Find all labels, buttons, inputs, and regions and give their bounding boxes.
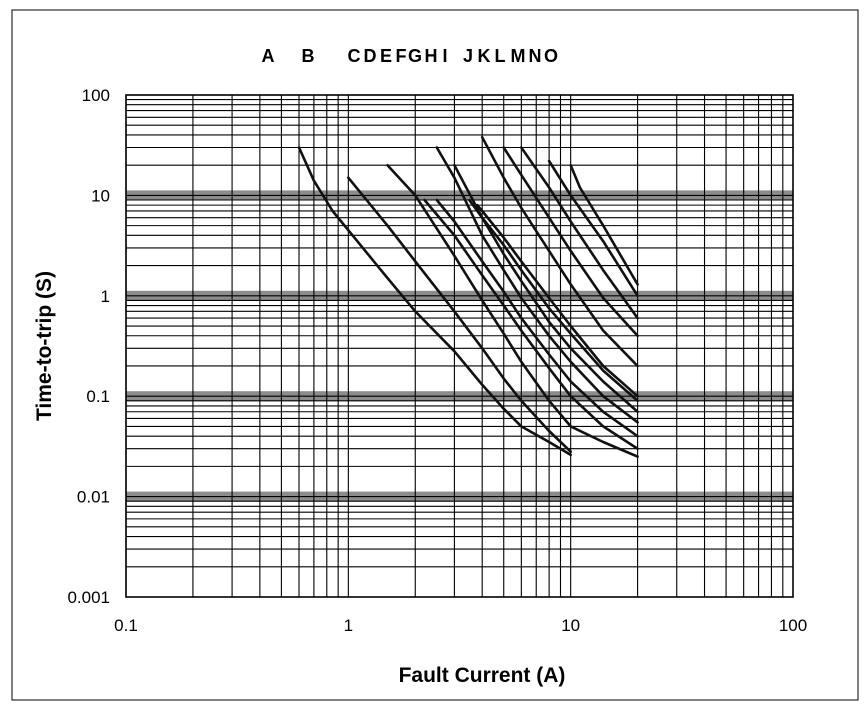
trip-curve-13 <box>547 159 639 298</box>
trip-curve-14 <box>569 163 639 286</box>
y-axis-title: Time-to-trip (S) <box>33 271 56 421</box>
curves-group <box>297 135 639 458</box>
x-tick-label: 1 <box>344 616 353 635</box>
curve-letter: L <box>495 46 506 66</box>
curve-letter: M <box>511 46 526 66</box>
curve-letter: K <box>478 46 491 66</box>
curve-letter: G <box>408 46 422 66</box>
y-tick-label: 0.001 <box>67 588 110 607</box>
x-tick-label: 10 <box>561 616 580 635</box>
x-tick-label: 100 <box>779 616 807 635</box>
y-tick-label: 10 <box>91 186 110 205</box>
y-tick-label: 0.01 <box>77 488 110 507</box>
curve-letter: E <box>380 46 392 66</box>
curve-letter: J <box>463 46 473 66</box>
y-tick-label: 1 <box>101 287 110 306</box>
curve-letter: H <box>425 46 438 66</box>
trip-curve-9 <box>475 203 639 398</box>
trip-curve-8 <box>467 198 639 403</box>
trip-curve-4 <box>423 198 639 451</box>
plot-area-frame <box>125 94 794 598</box>
trip-curve-3 <box>386 163 639 458</box>
curve-letter: F <box>396 46 407 66</box>
curve-letter: I <box>442 46 447 66</box>
y-tick-label: 100 <box>82 86 110 105</box>
trip-curve-6 <box>435 146 639 424</box>
trip-curve-2 <box>346 176 573 454</box>
trip-curve-1 <box>297 146 573 457</box>
curve-letter: B <box>302 46 315 66</box>
x-tick-labels: 0.1 1 10 100 <box>114 616 807 635</box>
x-axis-title: Fault Current (A) <box>399 664 566 687</box>
curve-letter: D <box>364 46 377 66</box>
curve-letter: A <box>262 46 275 66</box>
y-tick-label: 0.1 <box>86 387 110 406</box>
x-tick-label: 0.1 <box>114 616 138 635</box>
curve-letter: N <box>529 46 542 66</box>
trip-curve-10 <box>480 135 639 368</box>
trip-curve-11 <box>502 146 639 338</box>
trip-curve-12 <box>519 146 639 320</box>
y-tick-labels: 0.001 0.01 0.1 1 10 100 <box>67 86 110 607</box>
curve-letter: O <box>544 46 558 66</box>
curve-letter: C <box>348 46 361 66</box>
trip-curve-5 <box>435 198 639 438</box>
